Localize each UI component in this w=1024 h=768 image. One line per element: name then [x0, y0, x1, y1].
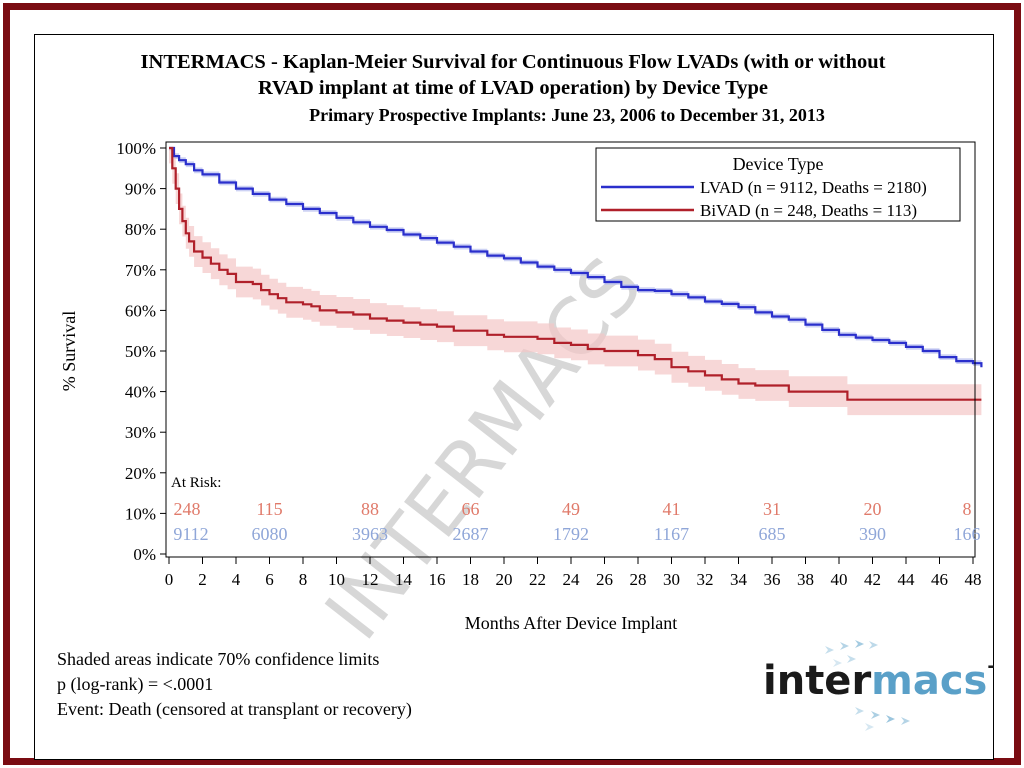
logo-arrow-mark [901, 717, 910, 725]
intermacs-logo: intermacs- [763, 640, 995, 731]
slide-panel: INTERMACS - Kaplan-Meier Survival for Co… [34, 34, 995, 760]
y-tick-label: 10% [125, 504, 156, 523]
at-risk-bivad-value: 41 [663, 499, 681, 519]
y-axis-label: % Survival [59, 311, 79, 392]
logo-arrow-mark [855, 707, 864, 715]
logo-word-macs: macs [871, 658, 987, 704]
at-risk-lvad-value: 1792 [553, 524, 589, 544]
at-risk-lvad-value: 2687 [453, 524, 489, 544]
logo-wordmark: intermacs- [763, 656, 995, 704]
y-tick-label: 90% [125, 180, 156, 199]
at-risk-bivad-value: 115 [256, 499, 282, 519]
at-risk-table: At Risk: 248 9112 115 6080 88 3963 66 2687 49 1792… [171, 475, 981, 544]
y-tick-label: 20% [125, 464, 156, 483]
logo-arrow-mark [886, 715, 895, 723]
x-tick-label: 12 [362, 570, 379, 589]
at-risk-lvad-value: 3963 [352, 524, 388, 544]
logo-arrow-graphic [825, 640, 910, 731]
axes: 0%10%20%30%40%50%60%70%80%90%100%0 2 4 6 8 10… [116, 139, 981, 589]
survival-chart: INTERMACS - Kaplan-Meier Survival for Co… [57, 51, 995, 731]
at-risk-bivad-value: 49 [562, 499, 580, 519]
at-risk-label: At Risk: [171, 475, 221, 491]
logo-arrow-mark [869, 641, 878, 649]
series-line-lvad [169, 146, 983, 368]
y-tick-label: 50% [125, 342, 156, 361]
y-tick-label: 80% [125, 220, 156, 239]
logo-arrow-mark [833, 659, 842, 667]
x-tick-label: 20 [496, 570, 513, 589]
outer-frame: INTERMACS - Kaplan-Meier Survival for Co… [3, 3, 1021, 765]
x-tick-label: 48 [965, 570, 982, 589]
y-tick-label: 70% [125, 261, 156, 280]
note-event: Event: Death (censored at transplant or … [57, 699, 412, 720]
y-tick-label: 40% [125, 383, 156, 402]
chart-title-line2: RVAD implant at time of LVAD operation) … [258, 77, 768, 99]
legend-entry-bivad: BiVAD (n = 248, Deaths = 113) [700, 201, 917, 220]
logo-word-inter: inter [763, 658, 871, 704]
confidence-band-bivad [169, 148, 982, 416]
series-line-bivad [169, 146, 982, 401]
chart-title-line1: INTERMACS - Kaplan-Meier Survival for Co… [141, 51, 886, 73]
y-tick-label: 30% [125, 423, 156, 442]
x-tick-label: 40 [831, 570, 848, 589]
x-tick-label: 46 [931, 570, 948, 589]
logo-arrow-mark [871, 711, 880, 719]
x-tick-label: 16 [429, 570, 446, 589]
x-tick-label: 44 [898, 570, 916, 589]
note-confidence: Shaded areas indicate 70% confidence lim… [57, 649, 379, 669]
x-tick-label: 0 [165, 570, 174, 589]
x-tick-label: 4 [232, 570, 241, 589]
at-risk-lvad-value: 6080 [252, 524, 288, 544]
at-risk-bivad-value: 20 [864, 499, 882, 519]
at-risk-lvad-value: 1167 [654, 524, 689, 544]
legend: Device Type LVAD (n = 9112, Deaths = 218… [595, 147, 961, 222]
x-tick-label: 8 [299, 570, 308, 589]
confidence-band-lvad [169, 148, 982, 371]
confidence-bands [169, 148, 982, 416]
x-tick-label: 30 [663, 570, 680, 589]
at-risk-lvad-value: 166 [954, 524, 981, 544]
x-axis-label: Months After Device Implant [465, 613, 677, 633]
logo-arrow-mark [825, 646, 834, 654]
at-risk-lvad-value: 685 [759, 524, 786, 544]
x-tick-label: 26 [596, 570, 613, 589]
x-tick-label: 10 [328, 570, 345, 589]
x-tick-label: 2 [198, 570, 207, 589]
x-tick-label: 18 [462, 570, 479, 589]
legend-title: Device Type [733, 154, 824, 174]
x-tick-label: 32 [697, 570, 714, 589]
survival-lines [169, 146, 983, 401]
x-tick-label: 24 [563, 570, 581, 589]
note-log-rank: p (log-rank) = <.0001 [57, 674, 213, 695]
x-tick-label: 28 [630, 570, 647, 589]
x-tick-label: 38 [797, 570, 814, 589]
logo-arrow-mark [847, 655, 856, 663]
chart-subtitle: Primary Prospective Implants: June 23, 2… [309, 105, 825, 125]
x-tick-label: 34 [730, 570, 748, 589]
y-tick-label: 100% [116, 139, 156, 158]
at-risk-bivad-value: 8 [963, 499, 972, 519]
at-risk-bivad-value: 31 [763, 499, 781, 519]
x-tick-label: 6 [265, 570, 274, 589]
x-tick-label: 14 [395, 570, 413, 589]
x-tick-label: 42 [864, 570, 881, 589]
y-tick-label: 0% [133, 545, 156, 564]
at-risk-bivad-value: 66 [462, 499, 480, 519]
x-tick-label: 36 [764, 570, 781, 589]
legend-entry-lvad: LVAD (n = 9112, Deaths = 2180) [700, 178, 927, 197]
logo-arrow-mark [865, 723, 874, 731]
at-risk-lvad-value: 9112 [173, 524, 208, 544]
y-tick-label: 60% [125, 301, 156, 320]
x-tick-label: 22 [529, 570, 546, 589]
at-risk-lvad-value: 390 [859, 524, 886, 544]
logo-arrow-mark [840, 642, 849, 650]
logo-trademark: - [987, 656, 994, 677]
at-risk-bivad-value: 248 [174, 499, 201, 519]
at-risk-bivad-value: 88 [361, 499, 379, 519]
logo-arrow-mark [855, 640, 864, 648]
